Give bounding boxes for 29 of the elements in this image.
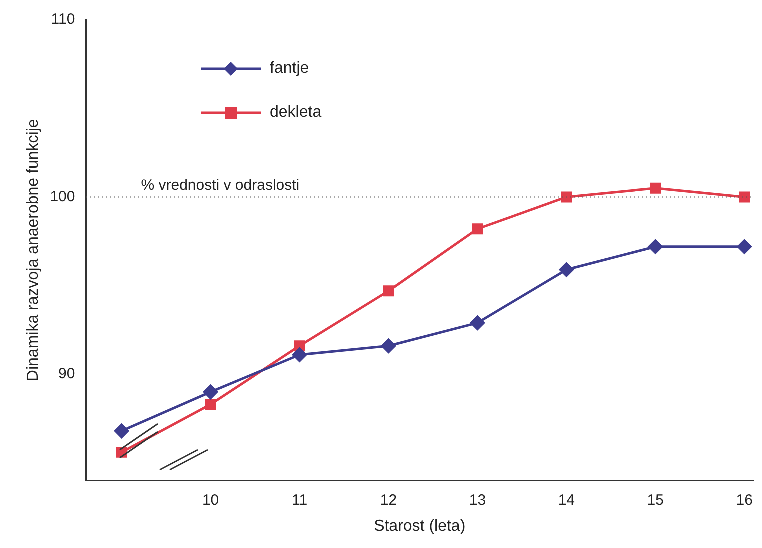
point: [470, 316, 485, 330]
point: [114, 424, 130, 438]
y-tick-label: 90: [58, 366, 76, 383]
point: [383, 286, 394, 297]
x-tick-label: 11: [292, 492, 308, 509]
point: [204, 384, 218, 400]
point: [739, 192, 750, 203]
x-axis-title: Starost (leta): [374, 518, 466, 535]
x-tick-label: 13: [469, 492, 486, 509]
point: [292, 348, 308, 362]
y-tick-label: 100: [50, 188, 76, 206]
x-tick-label: 16: [736, 492, 753, 509]
point: [561, 192, 572, 203]
x-tick-label: 15: [647, 492, 664, 509]
ref-line-label: % vrednosti v odraslosti: [141, 176, 300, 194]
legend-label: fantje: [270, 60, 310, 78]
x-tick-label: 14: [558, 492, 576, 509]
x-tick-label: 10: [202, 492, 220, 509]
point: [381, 338, 396, 354]
point: [650, 182, 662, 194]
point: [648, 240, 663, 254]
y-axis-title: Dinamika razvoja anaerobne funkcije: [25, 119, 42, 382]
point: [737, 240, 752, 254]
y-tick-label: 110: [51, 11, 76, 28]
point: [205, 399, 216, 410]
legend-label: dekleta: [270, 104, 322, 122]
point: [559, 262, 574, 278]
x-tick-label: 12: [380, 492, 398, 509]
point: [472, 224, 484, 235]
